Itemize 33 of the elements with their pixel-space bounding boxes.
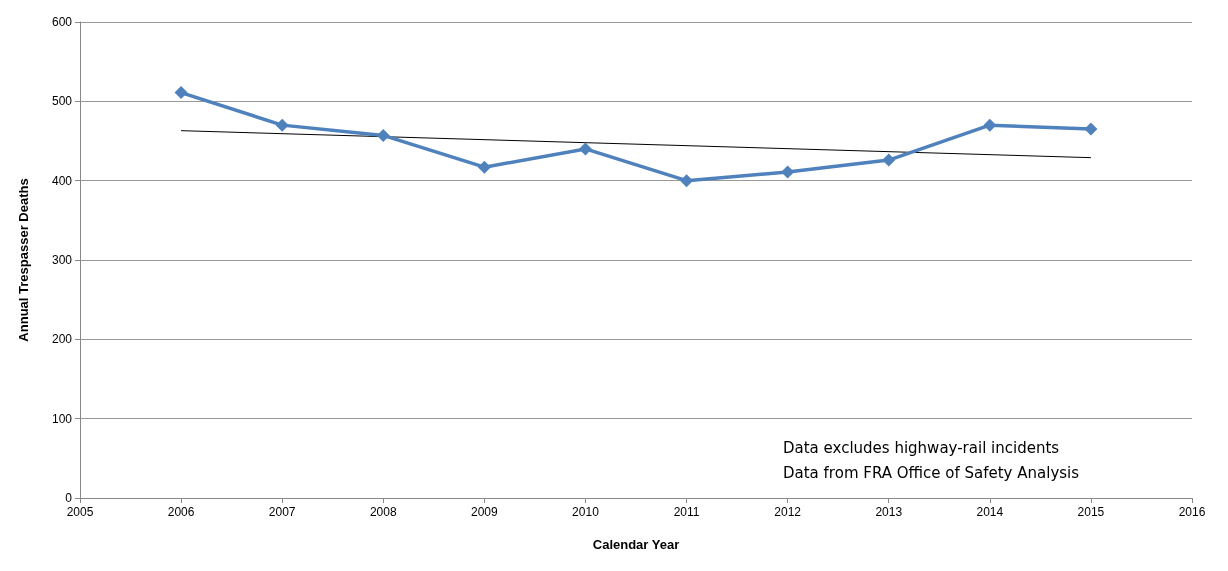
- point: [1084, 122, 1098, 136]
- point: [882, 153, 896, 167]
- x-tick-label: 2011: [673, 505, 700, 519]
- point: [376, 128, 390, 142]
- y-tick-label: 100: [51, 411, 73, 426]
- point: [578, 142, 592, 156]
- x-tick-label: 2008: [369, 505, 397, 519]
- point: [680, 174, 694, 188]
- x-tick-label: 2007: [268, 505, 296, 519]
- point: [174, 86, 188, 100]
- point: [275, 118, 289, 132]
- y-axis-title: Annual Trespasser Deaths: [16, 178, 31, 342]
- x-tick-label: 2010: [572, 505, 600, 519]
- point: [477, 160, 491, 174]
- x-tick-label: 2016: [1178, 505, 1206, 519]
- x-tick-label: 2006: [167, 505, 195, 519]
- y-tick-label: 600: [51, 15, 73, 29]
- x-tick-label: 2005: [66, 505, 94, 519]
- x-tick-label: 2012: [774, 505, 802, 519]
- x-tick-label: 2013: [875, 505, 903, 519]
- y-tick-label: 0: [65, 491, 73, 505]
- x-tick-label: 2015: [1077, 505, 1105, 519]
- y-tick-label: 500: [51, 94, 73, 109]
- y-tick-label: 200: [51, 332, 73, 347]
- point: [983, 118, 997, 132]
- y-tick-label: 400: [51, 173, 73, 188]
- annotation: Data from FRA Office of Safety Analysis: [783, 463, 1080, 482]
- x-tick-label: 2009: [471, 505, 499, 519]
- y-tick-label: 300: [51, 253, 73, 267]
- annotation: Data excludes highway-rail incidents: [783, 438, 1060, 457]
- x-tick-label: 2014: [976, 505, 1004, 519]
- point: [781, 165, 795, 179]
- x-axis-title: Calendar Year: [592, 537, 680, 552]
